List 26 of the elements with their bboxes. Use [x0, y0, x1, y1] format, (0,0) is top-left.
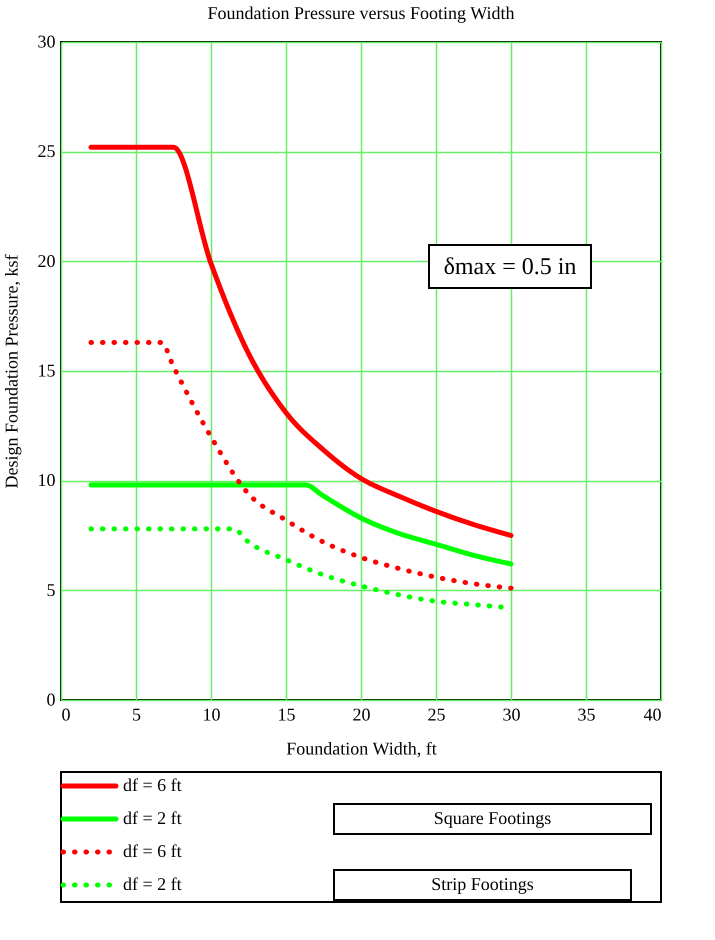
legend-label: df = 6 ft [123, 841, 182, 861]
x-tick-label: 25 [428, 704, 446, 724]
y-tick-label: 5 [46, 580, 56, 600]
x-axis-title: Foundation Width, ft [286, 738, 437, 758]
x-tick-label: 10 [202, 704, 220, 724]
x-tick-label: 35 [578, 704, 596, 724]
text: Strip Footings [431, 874, 534, 894]
legend-label: df = 2 ft [123, 808, 182, 828]
annotation: δmax = 0.5 in [444, 254, 576, 280]
x-tick-label: 5 [132, 704, 141, 724]
chart-title: Foundation Pressure versus Footing Width [208, 3, 514, 23]
x-tick-label: 15 [278, 704, 296, 724]
x-tick-label: 20 [352, 704, 370, 724]
x-tick-label: 40 [644, 704, 662, 724]
text: Square Footings [434, 808, 552, 828]
y-axis-title: Design Foundation Pressure, ksf [2, 254, 22, 488]
y-tick-label: 25 [38, 141, 56, 162]
y-tick-label: 0 [46, 690, 56, 710]
y-tick-label: 30 [38, 32, 56, 52]
x-tick-label: 0 [62, 704, 70, 724]
legend-label: df = 2 ft [123, 874, 182, 894]
legend-label: df = 6 ft [123, 775, 182, 795]
x-tick-label: 30 [502, 704, 520, 724]
y-tick-label: 10 [38, 470, 56, 490]
y-tick-label: 20 [38, 250, 56, 271]
y-tick-label: 15 [38, 360, 56, 380]
